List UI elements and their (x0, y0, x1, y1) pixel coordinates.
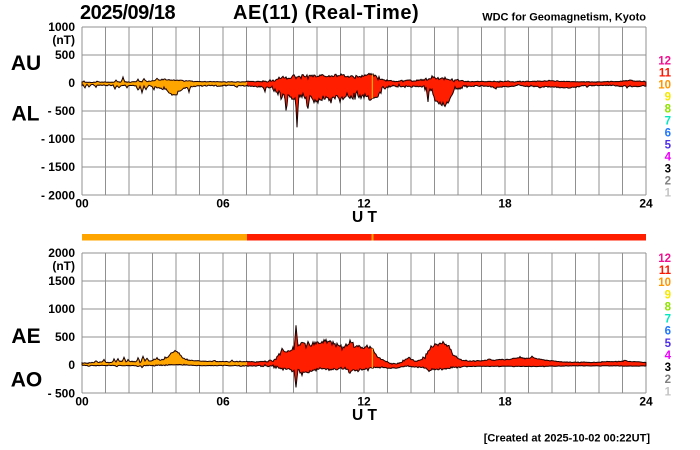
svg-text:3: 3 (665, 163, 671, 175)
svg-text:AE: AE (11, 325, 40, 348)
svg-text:9: 9 (665, 91, 671, 103)
svg-text:U T: U T (352, 407, 378, 424)
svg-text:18: 18 (498, 394, 512, 408)
svg-text:18: 18 (498, 196, 512, 210)
svg-text:12: 12 (658, 55, 671, 67)
svg-text:U T: U T (352, 209, 378, 226)
svg-text:0: 0 (68, 358, 75, 372)
svg-text:12: 12 (357, 394, 371, 408)
svg-text:500: 500 (55, 330, 75, 344)
svg-text:12: 12 (658, 253, 671, 265)
svg-text:10: 10 (658, 79, 671, 91)
svg-text:06: 06 (216, 196, 230, 210)
svg-text:1000: 1000 (48, 20, 75, 34)
svg-text:8: 8 (665, 302, 672, 314)
svg-text:AO: AO (11, 368, 43, 391)
svg-text:500: 500 (55, 48, 75, 62)
svg-text:9: 9 (665, 289, 671, 301)
svg-text:AU: AU (11, 52, 41, 75)
svg-text:AE(11) (Real-Time): AE(11) (Real-Time) (233, 2, 419, 24)
svg-text:6: 6 (665, 127, 671, 139)
svg-text:12: 12 (357, 196, 371, 210)
svg-text:00: 00 (75, 196, 89, 210)
svg-text:- 2000: - 2000 (41, 188, 75, 202)
svg-text:10: 10 (658, 277, 671, 289)
svg-text:11: 11 (659, 67, 672, 79)
svg-text:1000: 1000 (48, 302, 75, 316)
svg-text:6: 6 (665, 326, 671, 338)
svg-text:3: 3 (665, 362, 671, 374)
svg-text:7: 7 (665, 314, 671, 326)
svg-text:2: 2 (665, 175, 671, 187)
svg-text:7: 7 (665, 115, 671, 127)
svg-text:- 500: - 500 (48, 104, 76, 118)
svg-text:4: 4 (665, 151, 672, 163)
svg-text:5: 5 (665, 338, 672, 350)
svg-text:- 1500: - 1500 (41, 160, 75, 174)
svg-text:(nT): (nT) (52, 259, 75, 273)
svg-text:2025/09/18: 2025/09/18 (80, 2, 175, 24)
svg-text:06: 06 (216, 394, 230, 408)
svg-text:1500: 1500 (48, 274, 75, 288)
svg-text:[Created at 2025-10-02 00:22UT: [Created at 2025-10-02 00:22UT] (484, 433, 651, 445)
svg-text:24: 24 (639, 196, 653, 210)
svg-text:8: 8 (665, 103, 672, 115)
svg-text:0: 0 (68, 76, 75, 90)
svg-text:00: 00 (75, 394, 89, 408)
svg-text:WDC for Geomagnetism, Kyoto: WDC for Geomagnetism, Kyoto (482, 12, 646, 24)
svg-text:(nT): (nT) (52, 33, 75, 47)
svg-text:- 500: - 500 (48, 386, 76, 400)
svg-text:2000: 2000 (48, 246, 75, 260)
svg-text:24: 24 (639, 394, 653, 408)
svg-text:4: 4 (665, 350, 672, 362)
svg-text:5: 5 (665, 139, 672, 151)
svg-text:1: 1 (665, 386, 672, 398)
svg-text:AL: AL (12, 102, 40, 125)
svg-text:- 1000: - 1000 (41, 132, 75, 146)
svg-text:2: 2 (665, 374, 671, 386)
svg-text:11: 11 (659, 265, 672, 277)
svg-text:1: 1 (665, 187, 672, 199)
